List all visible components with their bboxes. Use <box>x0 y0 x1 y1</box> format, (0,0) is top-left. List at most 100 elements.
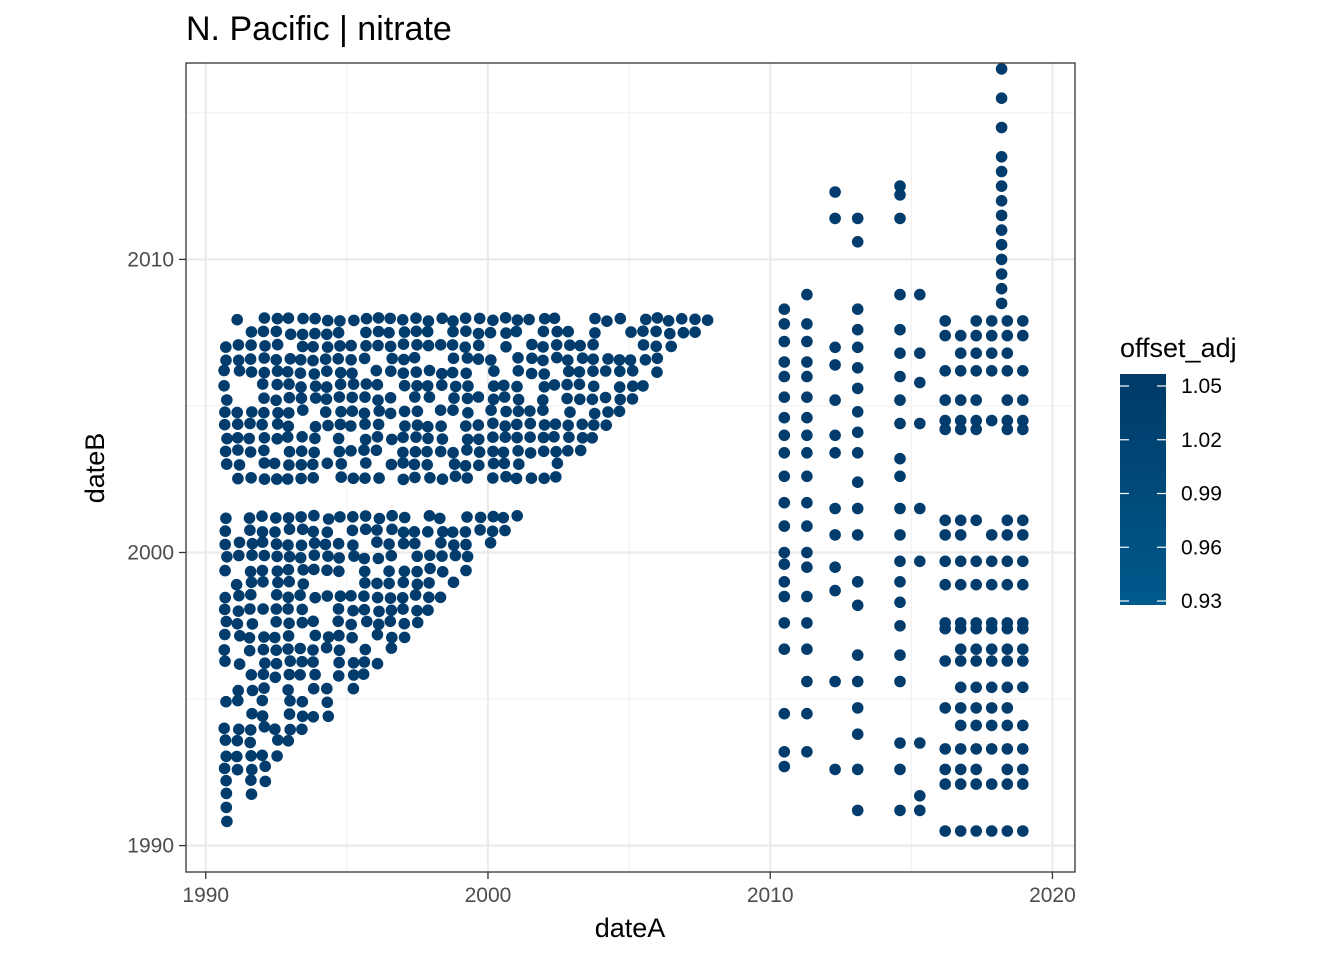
data-point <box>778 411 791 424</box>
data-point <box>423 577 435 589</box>
data-point <box>256 694 269 707</box>
data-point <box>576 418 588 431</box>
data-point <box>778 746 791 758</box>
data-point <box>322 419 334 432</box>
data-point <box>613 381 626 393</box>
data-point <box>511 418 523 431</box>
data-point <box>422 315 435 327</box>
data-point <box>954 514 967 527</box>
data-point <box>219 445 232 458</box>
data-point <box>851 728 864 740</box>
data-point <box>347 657 360 669</box>
data-point <box>358 444 370 456</box>
data-point <box>295 511 307 523</box>
data-point <box>258 406 270 419</box>
data-point <box>281 366 294 378</box>
data-point <box>308 446 321 459</box>
data-point <box>970 578 982 591</box>
data-point <box>459 341 472 354</box>
data-point <box>448 539 460 551</box>
data-point <box>371 628 384 641</box>
data-point <box>894 596 906 609</box>
data-point <box>574 339 586 352</box>
data-point <box>295 392 308 405</box>
data-point <box>970 394 982 406</box>
data-point <box>801 370 813 383</box>
data-point <box>270 394 282 407</box>
data-point <box>954 555 967 568</box>
data-point <box>894 804 906 817</box>
data-point <box>447 576 460 589</box>
data-point <box>294 367 307 380</box>
data-point <box>447 404 459 417</box>
data-point <box>650 340 662 353</box>
data-point <box>801 356 813 368</box>
data-point <box>359 577 371 589</box>
data-point <box>258 444 270 457</box>
data-point <box>551 351 563 364</box>
data-point <box>271 418 284 430</box>
data-point <box>220 354 232 367</box>
data-point <box>586 432 598 444</box>
legend-title: offset_adj <box>1120 333 1237 363</box>
data-point <box>1001 719 1014 732</box>
data-point <box>271 433 284 445</box>
data-point <box>954 702 967 714</box>
data-point <box>487 472 499 484</box>
data-point <box>778 303 791 316</box>
data-point <box>383 326 395 339</box>
data-point <box>985 617 998 629</box>
data-point <box>258 682 270 694</box>
data-point <box>461 352 474 364</box>
data-point <box>970 655 982 667</box>
data-point <box>1017 329 1029 342</box>
data-point <box>218 762 231 775</box>
data-point <box>801 617 813 629</box>
data-point <box>550 471 562 483</box>
data-point <box>296 616 309 629</box>
data-point <box>613 405 626 418</box>
data-point <box>230 578 243 591</box>
data-point <box>498 391 511 403</box>
data-point <box>894 649 906 661</box>
data-point <box>778 643 791 655</box>
data-point <box>970 719 982 732</box>
data-point <box>270 354 283 366</box>
data-point <box>296 328 309 341</box>
data-point <box>347 472 360 485</box>
data-point <box>1001 643 1014 655</box>
data-point <box>801 643 813 655</box>
data-point <box>258 392 270 405</box>
data-point <box>256 418 268 431</box>
data-point <box>1017 743 1029 755</box>
data-point <box>995 238 1008 251</box>
data-point <box>307 644 319 656</box>
data-point <box>939 555 951 568</box>
data-point <box>851 212 864 225</box>
data-point <box>307 615 320 628</box>
grid <box>186 63 1075 872</box>
data-point <box>778 447 791 459</box>
data-point <box>399 420 411 432</box>
data-point <box>422 526 434 538</box>
y-axis-title: dateB <box>80 433 110 504</box>
data-point <box>232 684 244 697</box>
data-point <box>778 707 791 720</box>
data-point <box>284 328 297 341</box>
x-axis-title: dateA <box>595 913 666 943</box>
data-point <box>218 364 230 377</box>
data-point <box>985 347 998 360</box>
data-point <box>677 326 690 339</box>
data-point <box>487 417 499 430</box>
data-point <box>296 603 309 616</box>
data-point <box>954 578 967 591</box>
data-point <box>385 642 398 654</box>
data-point <box>970 763 982 776</box>
data-point <box>1001 529 1014 541</box>
data-point <box>309 591 322 604</box>
data-point <box>1001 394 1014 406</box>
data-point <box>801 675 813 688</box>
data-point <box>270 657 283 670</box>
data-point <box>510 472 523 485</box>
data-point <box>461 444 473 456</box>
